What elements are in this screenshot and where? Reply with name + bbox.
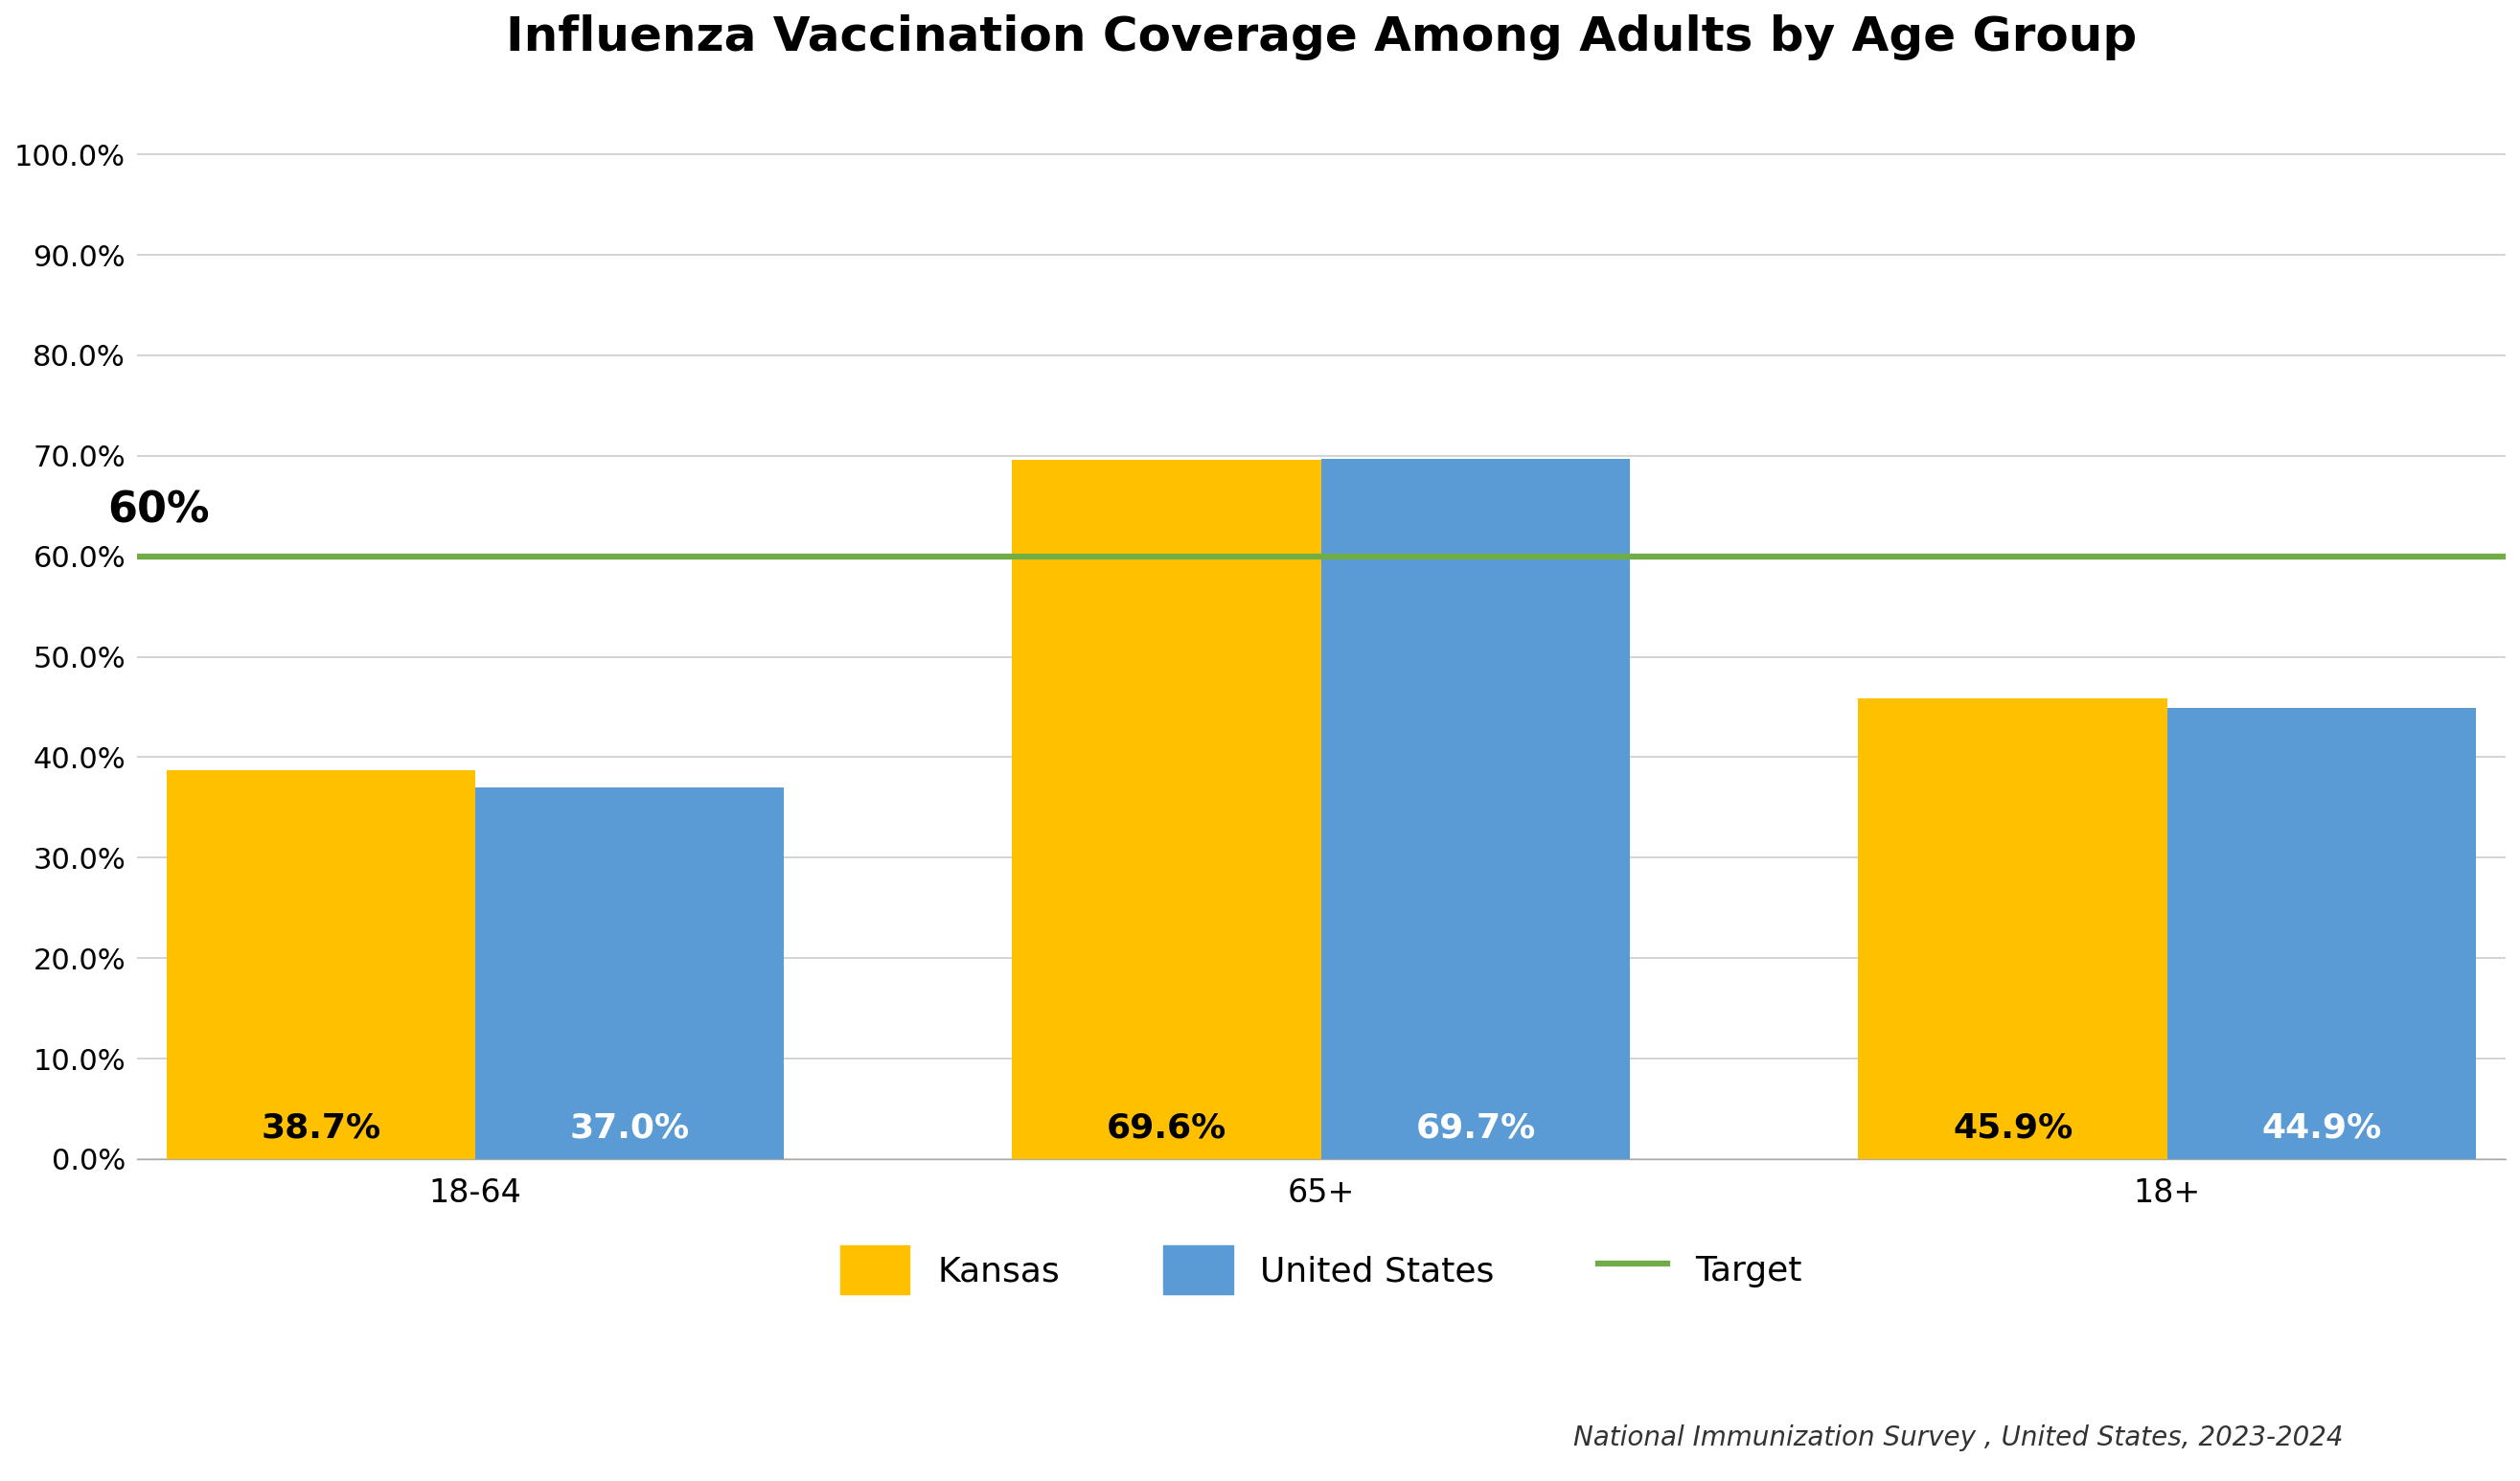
Bar: [1320, 459, 1630, 1160]
Text: National Immunization Survey , United States, 2023-2024: National Immunization Survey , United St…: [1572, 1425, 2344, 1451]
Bar: [2167, 708, 2477, 1160]
Bar: [1857, 698, 2167, 1160]
Text: 38.7%: 38.7%: [260, 1111, 381, 1143]
Legend: Kansas, United States, Target: Kansas, United States, Target: [827, 1232, 1817, 1308]
Bar: [1013, 459, 1320, 1160]
Text: 37.0%: 37.0%: [570, 1111, 690, 1143]
Text: 69.7%: 69.7%: [1416, 1111, 1535, 1143]
Bar: [476, 788, 784, 1160]
Text: 45.9%: 45.9%: [1953, 1111, 2074, 1143]
Text: 60%: 60%: [108, 490, 209, 532]
Text: 69.6%: 69.6%: [1106, 1111, 1227, 1143]
Bar: [166, 770, 476, 1160]
Title: Influenza Vaccination Coverage Among Adults by Age Group: Influenza Vaccination Coverage Among Adu…: [507, 15, 2137, 61]
Text: 44.9%: 44.9%: [2263, 1111, 2381, 1143]
